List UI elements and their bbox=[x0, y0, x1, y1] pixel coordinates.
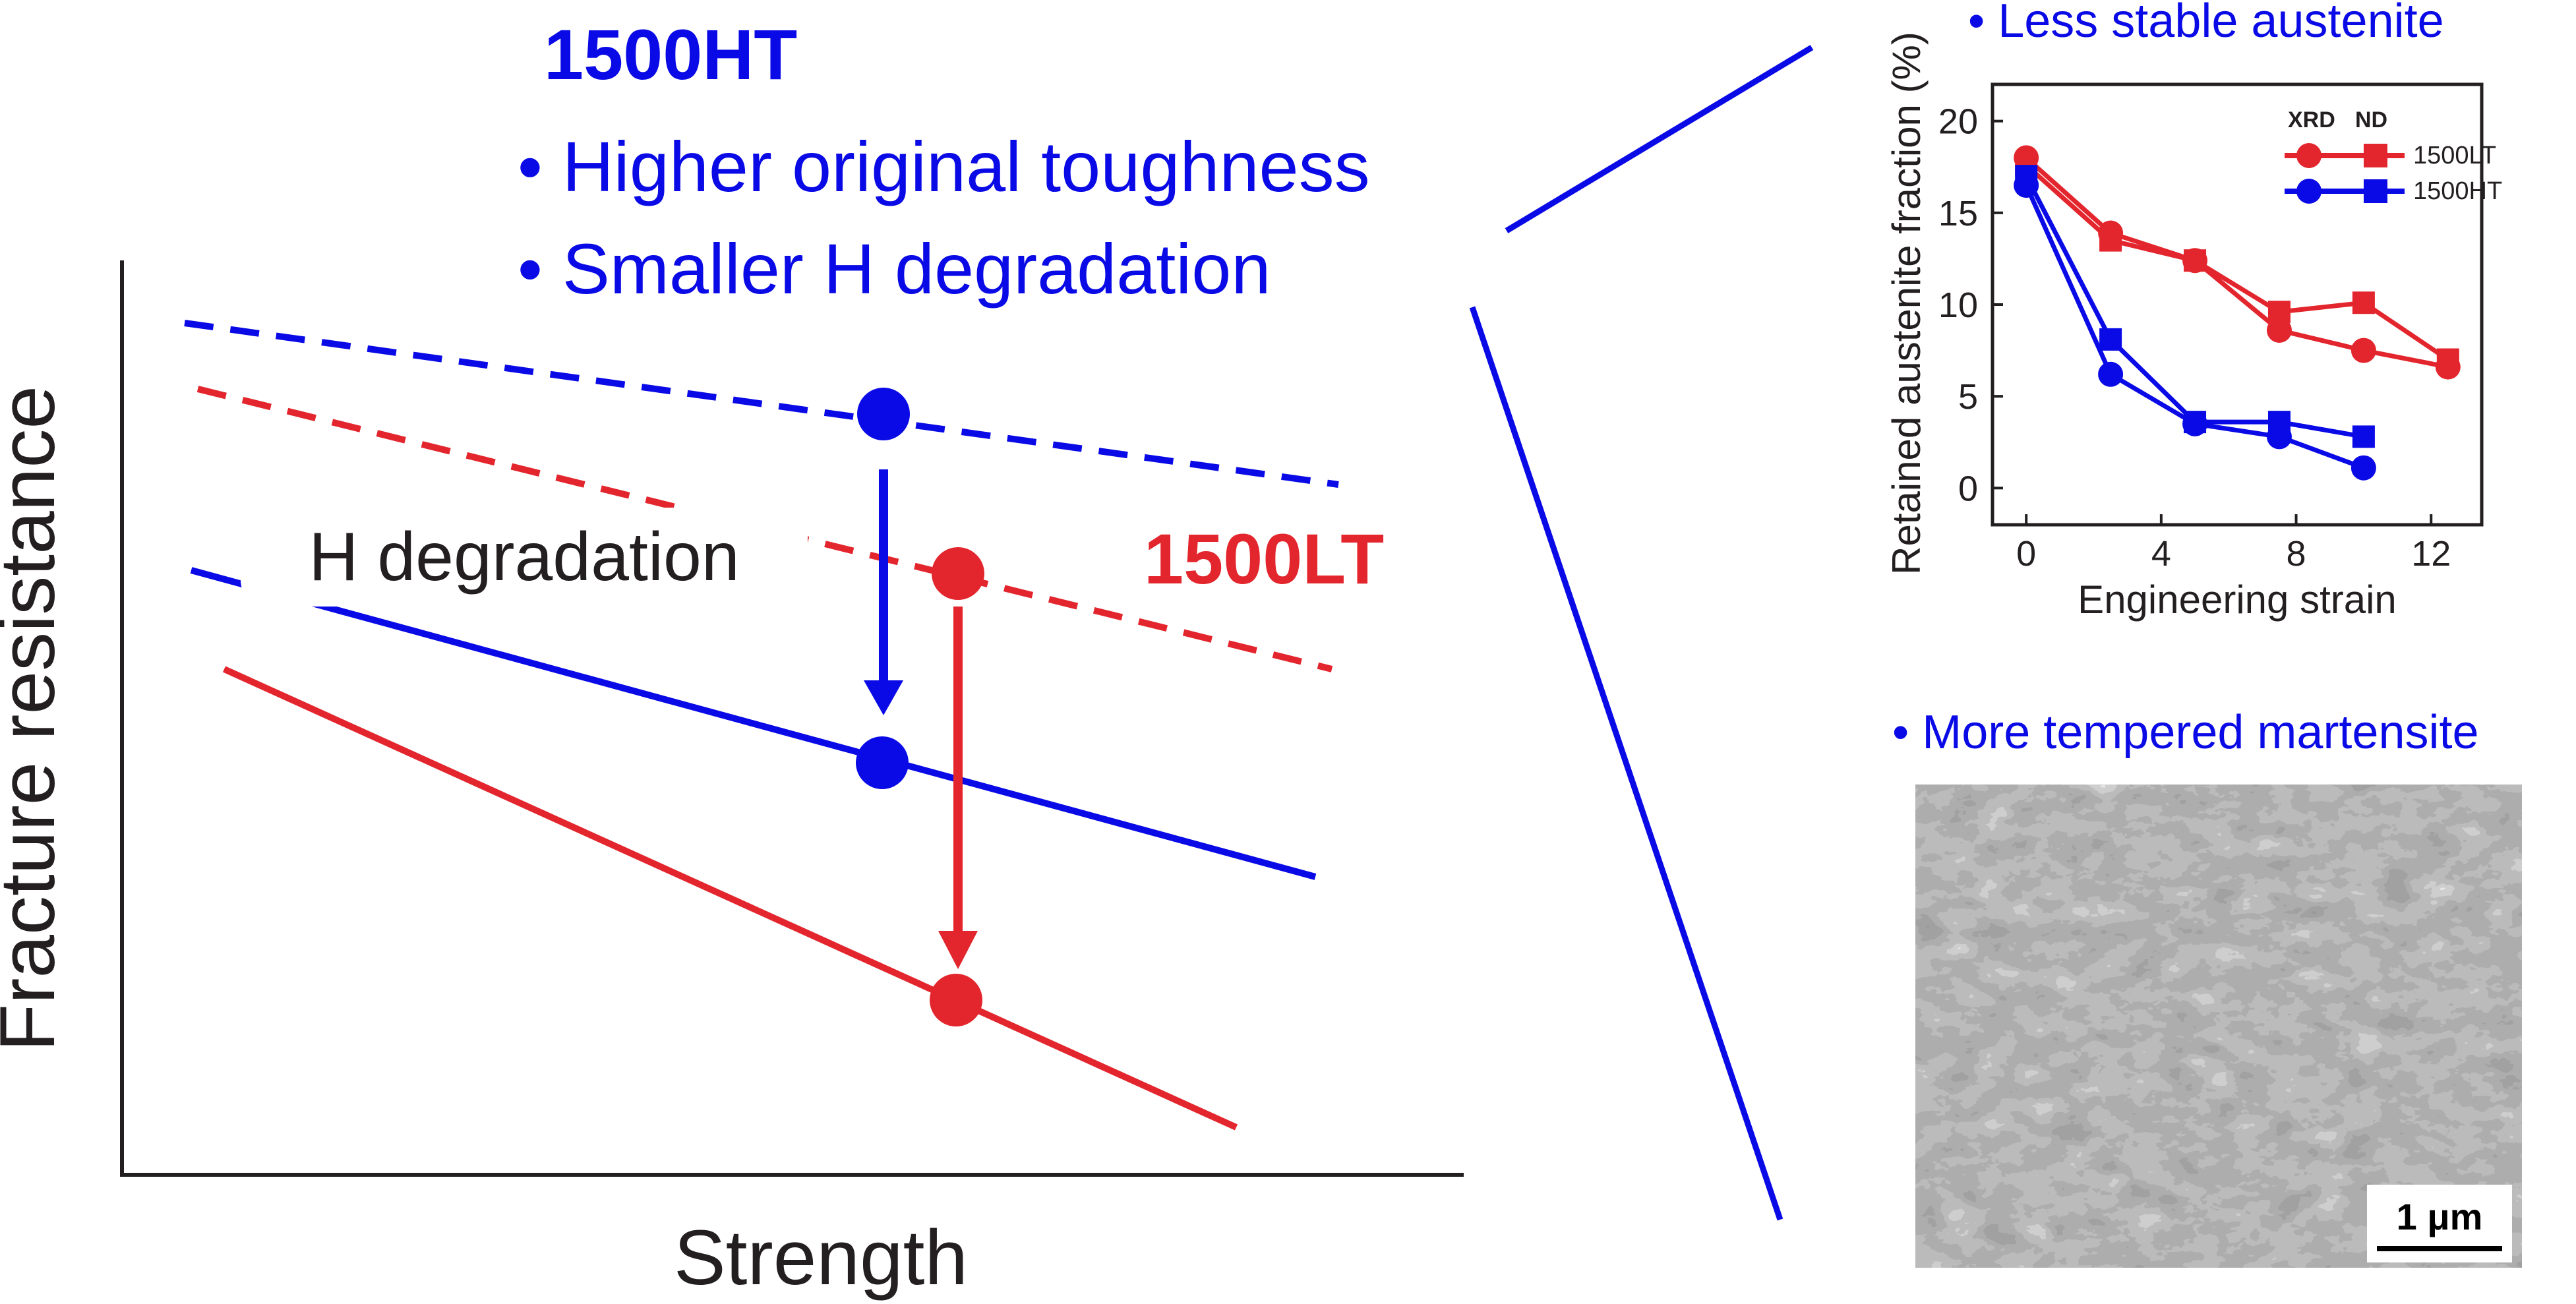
label-1500ht: 1500HT bbox=[544, 15, 797, 94]
ht-degradation-arrowhead bbox=[864, 680, 903, 715]
sem-panel: • More tempered martensite 1 μm bbox=[1892, 706, 2522, 1268]
lt-hydrogen-trend-line bbox=[222, 666, 1238, 1131]
schematic-panel: Fracture resistance Strength H degradati… bbox=[0, 15, 1464, 1301]
inset-y-tick-label: 5 bbox=[1958, 377, 1978, 417]
inset-y-tick-label: 0 bbox=[1958, 469, 1978, 508]
ht-original-point bbox=[857, 388, 910, 440]
lt-original-point bbox=[932, 547, 984, 600]
degradation-label: H degradation bbox=[309, 519, 739, 595]
schematic-y-axis-label: Fracture resistance bbox=[0, 386, 71, 1052]
data-point-1500ht-nd bbox=[2267, 411, 2291, 434]
legend-marker-1500lt-xrd bbox=[2296, 143, 2321, 168]
inset-ticks: 0 4 8 12 0 5 10 15 20 bbox=[1938, 102, 2451, 574]
inset-chart-title: • Less stable austenite bbox=[1968, 0, 2444, 47]
inset-x-tick-label: 12 bbox=[2411, 534, 2451, 574]
ht-hydrogen-trend-line bbox=[190, 567, 1317, 880]
inset-x-tick-label: 0 bbox=[2016, 534, 2036, 574]
inset-series-lines bbox=[2023, 156, 2449, 470]
lt-degradation-arrowhead bbox=[938, 931, 978, 969]
data-point-1500ht-nd bbox=[2352, 425, 2375, 448]
schematic-x-axis-label: Strength bbox=[674, 1214, 968, 1301]
inset-y-tick-label: 15 bbox=[1938, 194, 1978, 233]
data-point-1500ht-nd bbox=[2099, 328, 2122, 351]
inset-x-tick-label: 8 bbox=[2287, 534, 2306, 574]
data-point-1500ht-xrd bbox=[2098, 361, 2124, 387]
inset-y-tick-label: 10 bbox=[1938, 285, 1978, 325]
ht-bullet-2: • Smaller H degradation bbox=[518, 229, 1271, 309]
data-point-1500lt-nd bbox=[2099, 229, 2122, 252]
zoom-connector-upper bbox=[1505, 45, 1814, 233]
degradation-label-backdrop bbox=[241, 508, 808, 607]
inset-series-markers bbox=[2014, 145, 2461, 481]
legend-marker-1500ht-xrd bbox=[2296, 179, 2321, 204]
data-point-1500ht-nd bbox=[2184, 411, 2207, 434]
label-1500lt: 1500LT bbox=[1144, 519, 1384, 599]
legend-marker-1500lt-nd bbox=[2364, 144, 2387, 167]
legend-marker-1500ht-nd bbox=[2364, 179, 2387, 203]
inset-y-tick-label: 20 bbox=[1938, 102, 1978, 142]
micrograph-title: • More tempered martensite bbox=[1892, 706, 2479, 759]
inset-y-axis-label: Retained austenite fraction (%) bbox=[1884, 32, 1929, 575]
inset-legend: XRD ND 1500LT 1500HT bbox=[2285, 107, 2502, 205]
data-point-1500lt-nd bbox=[2352, 291, 2375, 314]
legend-label-1500lt: 1500LT bbox=[2413, 142, 2496, 169]
data-point-1500lt-nd bbox=[2267, 301, 2291, 324]
scale-bar bbox=[2377, 1246, 2502, 1251]
data-point-1500lt-xrd bbox=[2266, 317, 2292, 343]
inset-x-axis-label: Engineering strain bbox=[2078, 578, 2397, 622]
ht-hydrogen-point bbox=[856, 736, 909, 789]
inset-plot-frame bbox=[1991, 82, 2484, 527]
inset-series-line-1500lt-xrd bbox=[2024, 156, 2449, 370]
legend-label-1500ht: 1500HT bbox=[2413, 177, 2502, 205]
lt-original-trend-line bbox=[196, 386, 1333, 672]
legend-header-xrd: XRD bbox=[2288, 107, 2335, 133]
data-point-1500ht-nd bbox=[2015, 165, 2038, 188]
zoom-connector-lower bbox=[1469, 306, 1783, 1221]
ht-bullet-1: • Higher original toughness bbox=[518, 127, 1370, 206]
lt-hydrogen-point bbox=[930, 974, 982, 1026]
data-point-1500lt-nd bbox=[2184, 249, 2207, 272]
data-point-1500lt-nd bbox=[2436, 348, 2459, 371]
inset-x-tick-label: 4 bbox=[2151, 534, 2171, 574]
data-point-1500ht-xrd bbox=[2351, 455, 2376, 481]
legend-header-nd: ND bbox=[2355, 107, 2387, 133]
data-point-1500lt-xrd bbox=[2351, 338, 2376, 363]
inset-series-line-1500lt-nd bbox=[2024, 163, 2449, 362]
ht-original-trend-line bbox=[184, 320, 1339, 488]
inset-chart: • Less stable austenite 0 4 8 12 0 5 10 15 20 En… bbox=[1884, 0, 2502, 622]
scale-bar-label: 1 μm bbox=[2397, 1196, 2483, 1237]
